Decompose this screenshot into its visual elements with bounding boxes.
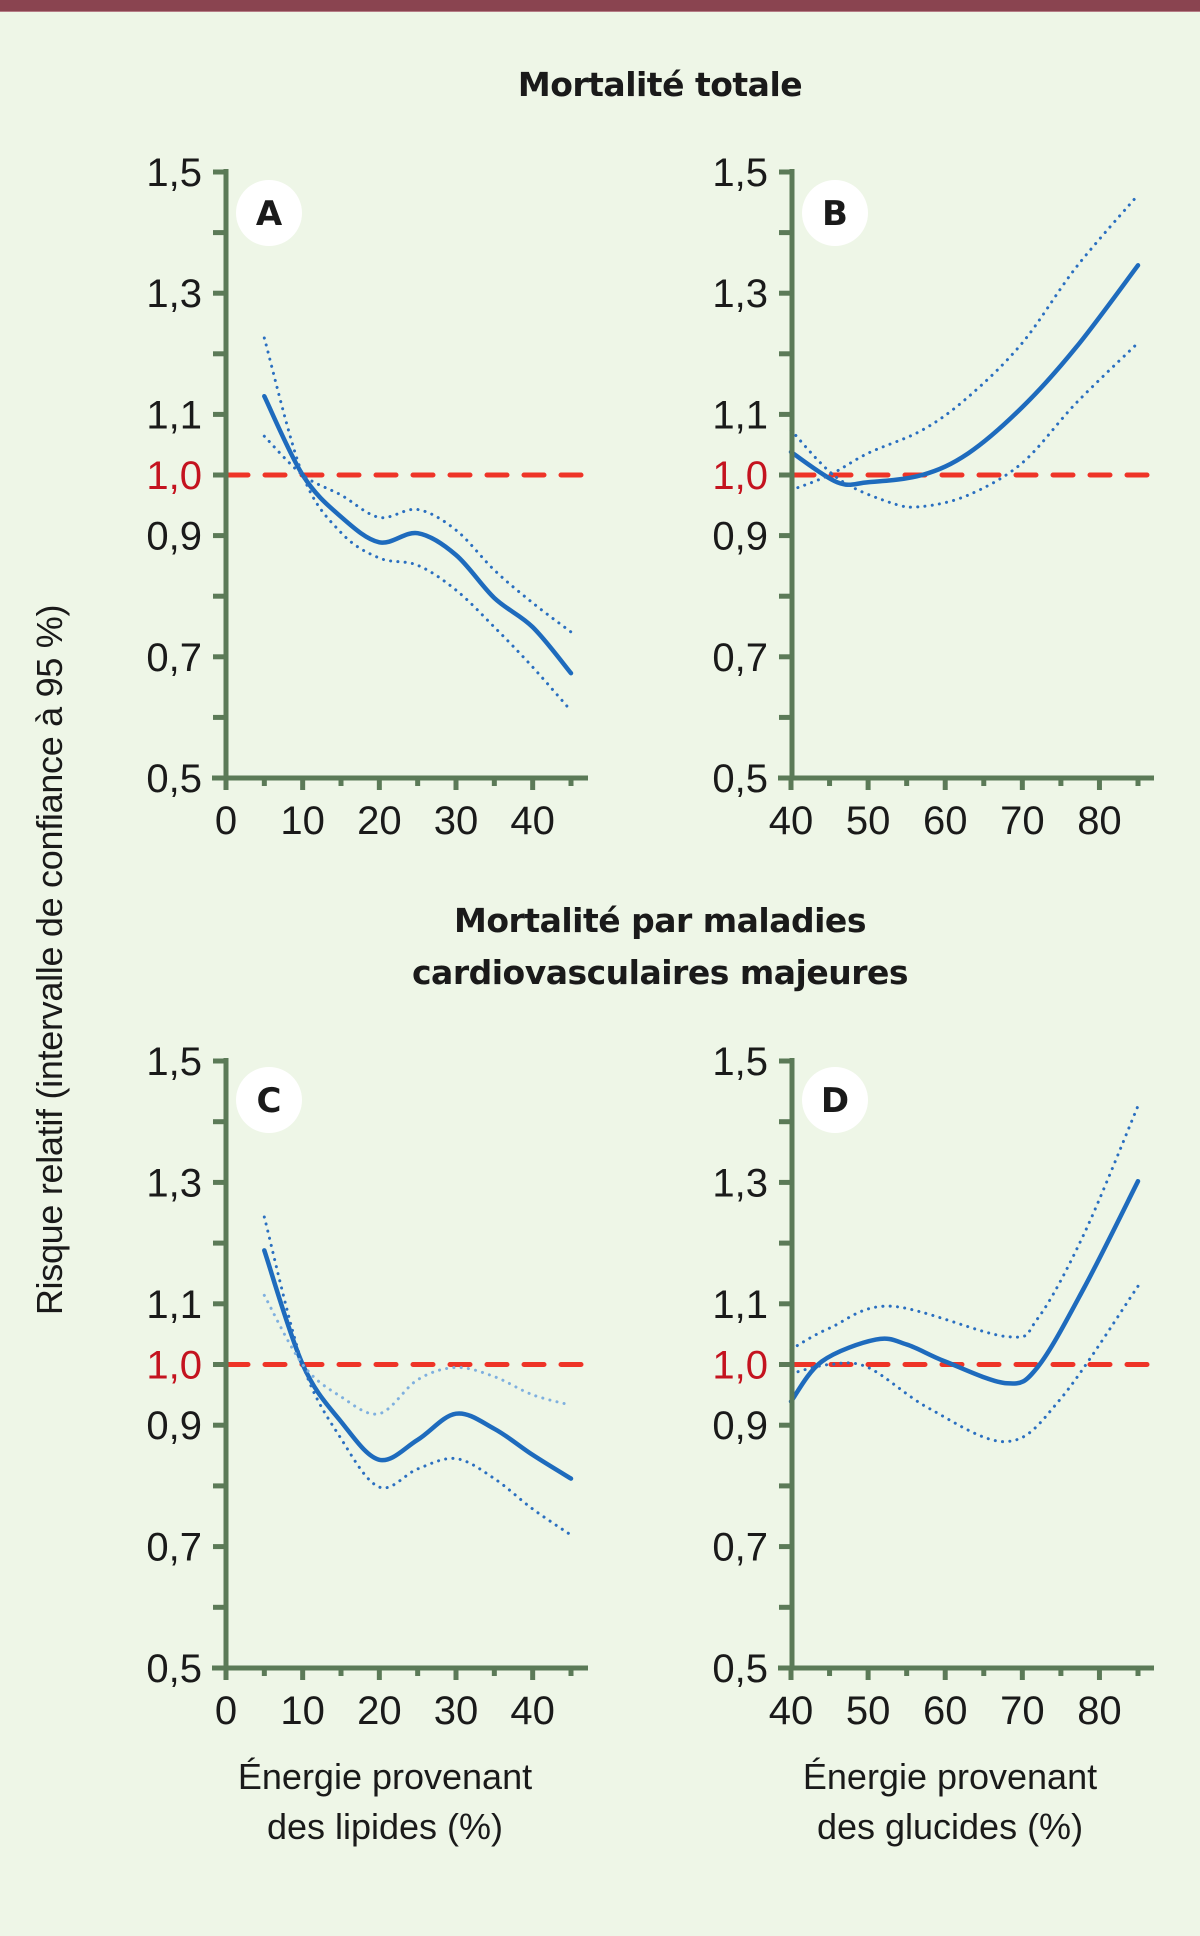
x-tick-label: 40	[510, 799, 555, 843]
y-tick-label: 1,1	[146, 1283, 202, 1327]
panel-letter: A	[256, 194, 283, 234]
x-tick-label: 20	[357, 799, 402, 843]
x-tick-label: 50	[846, 799, 891, 843]
ci-line-2	[789, 193, 1140, 492]
title-total-mortality: Mortalité totale	[517, 65, 803, 104]
x-tick-label: 0	[215, 799, 237, 843]
x-tick-label: 10	[280, 1689, 325, 1733]
estimate-line	[788, 263, 1141, 488]
x-axis-label-glucides: Énergie provenant des glucides (%)	[740, 1752, 1160, 1852]
x-tick-label: 60	[923, 1689, 968, 1733]
x-axis-label-lipides-line2: des lipides (%)	[266, 1806, 504, 1847]
y-tick-label: 1,3	[712, 272, 768, 316]
y-tick-label: 1,1	[712, 393, 768, 437]
y-tick-label: 1,5	[712, 1040, 768, 1084]
y-tick-label: 0,7	[146, 1526, 202, 1570]
panel-badge	[236, 1067, 302, 1133]
ci-line-2	[789, 1104, 1140, 1351]
x-tick-label: 10	[280, 799, 325, 843]
estimate-line	[262, 393, 574, 676]
panel-badge	[236, 180, 302, 246]
y-tick-label: 0,7	[712, 1526, 768, 1570]
panel-b: 1,5 1,3 1,1 1,0 0,9 0,7 0,540 50 60 70 80 B	[712, 151, 1154, 843]
x-tick-label: 80	[1077, 1689, 1122, 1733]
y-tick-label: 0,5	[146, 757, 202, 801]
y-tick-label: 1,3	[146, 272, 202, 316]
y-tick-label: 0,9	[712, 515, 768, 559]
panel-letter: B	[822, 194, 848, 234]
x-axis-label-glucides-line2: des glucides (%)	[816, 1806, 1084, 1847]
x-tick-label: 0	[215, 1689, 237, 1733]
panel-badge	[802, 1067, 868, 1133]
y-tick-label: 0,7	[712, 636, 768, 680]
estimate-line	[788, 1178, 1141, 1404]
y-tick-label: 1,0	[146, 454, 202, 498]
title-cv-mortality-line1: Mortalité par maladies	[454, 901, 866, 940]
x-axis-label-lipides-line1: Énergie provenant	[237, 1756, 533, 1797]
y-tick-label: 0,9	[146, 515, 202, 559]
panel-a: 1,5 1,3 1,1 1,0 0,9 0,7 0,5 0 10 20 30 40 A	[146, 151, 588, 843]
x-tick-label: 40	[769, 799, 814, 843]
x-tick-label: 30	[434, 799, 479, 843]
panel-letter: D	[821, 1081, 849, 1121]
y-tick-label: 1,0	[712, 454, 768, 498]
x-tick-label: 40	[769, 1689, 814, 1733]
ci-line-1	[789, 341, 1140, 509]
y-tick-label: 1,5	[146, 1040, 202, 1084]
x-tick-label: 70	[1000, 799, 1045, 843]
y-tick-label: 1,5	[712, 151, 768, 195]
x-tick-label: 20	[357, 1689, 402, 1733]
x-axis-label-lipides: Énergie provenant des lipides (%)	[175, 1752, 595, 1852]
y-tick-label: 1,1	[712, 1283, 768, 1327]
y-tick-label: 1,0	[712, 1344, 768, 1388]
x-tick-label: 40	[510, 1689, 555, 1733]
y-tick-label: 0,7	[146, 636, 202, 680]
title-cv-mortality-line2: cardiovasculaires majeures	[411, 953, 909, 992]
panel-d: 1,5 1,3 1,1 1,0 0,9 0,7 0,540 50 60 70 80 D	[712, 1040, 1154, 1733]
y-tick-label: 0,9	[146, 1404, 202, 1448]
y-tick-label: 0,5	[146, 1647, 202, 1691]
y-tick-label: 0,5	[712, 1647, 768, 1691]
panel-c: 1,5 1,3 1,1 1,0 0,9 0,7 0,5 0 10 20 30 40 C	[146, 1040, 588, 1733]
ci-line-2	[262, 1293, 573, 1416]
panel-badge	[802, 180, 868, 246]
x-tick-label: 60	[923, 799, 968, 843]
panel-letter: C	[257, 1081, 282, 1121]
y-tick-label: 1,3	[712, 1161, 768, 1205]
x-tick-label: 70	[1000, 1689, 1045, 1733]
ci-line-1	[262, 336, 573, 713]
y-tick-label: 1,1	[146, 393, 202, 437]
y-tick-label: 1,0	[146, 1344, 202, 1388]
x-tick-label: 50	[846, 1689, 891, 1733]
x-tick-label: 30	[434, 1689, 479, 1733]
x-axis-label-glucides-line1: Énergie provenant	[802, 1756, 1098, 1797]
x-tick-label: 80	[1077, 799, 1122, 843]
y-tick-label: 1,3	[146, 1161, 202, 1205]
ci-line-2	[262, 434, 573, 634]
top-bar	[0, 0, 1200, 12]
y-tick-label: 0,9	[712, 1404, 768, 1448]
y-tick-label: 0,5	[712, 757, 768, 801]
y-tick-label: 1,5	[146, 151, 202, 195]
